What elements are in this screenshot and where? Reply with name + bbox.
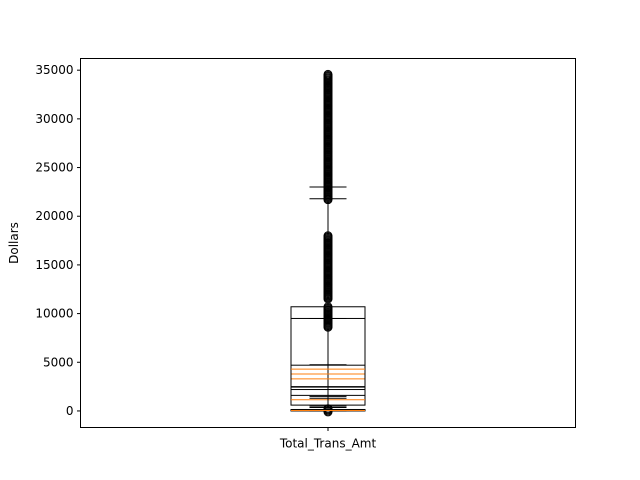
x-axis: Total_Trans_Amt bbox=[279, 427, 377, 451]
y-tick-label: 10000 bbox=[35, 307, 73, 321]
y-tick-label: 15000 bbox=[35, 258, 73, 272]
y-tick-label: 35000 bbox=[35, 63, 73, 77]
y-tick-label: 20000 bbox=[35, 209, 73, 223]
y-tick-label: 25000 bbox=[35, 161, 73, 175]
y-tick-label: 0 bbox=[66, 404, 74, 418]
y-tick-label: 5000 bbox=[43, 355, 74, 369]
x-tick-label: Total_Trans_Amt bbox=[279, 437, 377, 451]
y-axis-label: Dollars bbox=[7, 222, 21, 264]
y-tick-label: 30000 bbox=[35, 112, 73, 126]
y-axis: 0 5000 10000 15000 20000 25000 30000 35000 bbox=[35, 63, 81, 418]
plot-marks bbox=[290, 69, 366, 417]
outlier-point bbox=[323, 69, 333, 79]
box-iqr bbox=[290, 306, 366, 388]
